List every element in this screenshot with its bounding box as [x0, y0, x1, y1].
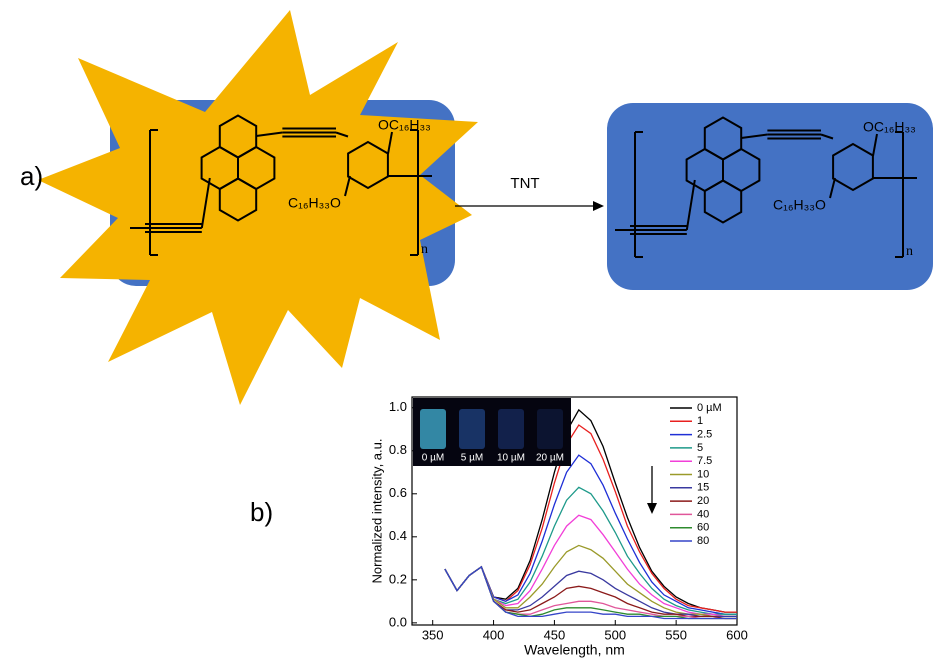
legend-label: 60: [697, 522, 709, 534]
legend-label: 7.5: [697, 455, 712, 467]
y-tick-label: 0.4: [389, 528, 407, 543]
substituent: OC₁₆H₃₃: [378, 117, 431, 133]
arrow-head: [593, 201, 604, 211]
inset-label: 10 µM: [497, 453, 525, 464]
arrow-label: TNT: [510, 175, 539, 192]
figure: OC₁₆H₃₃ C₁₆H₃₃O n OC₁₆H₃₃ C₁₆H₃₃O n a) TNT b…: [0, 0, 937, 660]
x-tick-label: 400: [483, 627, 505, 642]
panel-label: b): [250, 497, 273, 527]
legend-label: 80: [697, 535, 709, 547]
y-axis-label: Normalized intensity, a.u.: [369, 439, 384, 584]
vial: [420, 409, 446, 449]
inset-label: 20 µM: [536, 453, 564, 464]
substituent: C₁₆H₃₃O: [773, 197, 826, 213]
y-tick-label: 0.0: [389, 614, 407, 629]
x-tick-label: 550: [665, 627, 687, 642]
x-tick-label: 500: [604, 627, 626, 642]
vial: [459, 409, 485, 449]
panel-label: a): [20, 161, 43, 191]
legend-label: 40: [697, 508, 709, 520]
legend-label: 2.5: [697, 429, 712, 441]
substituent: OC₁₆H₃₃: [863, 119, 916, 135]
legend-label: 0 µM: [697, 402, 722, 414]
vial: [537, 409, 563, 449]
repeat-unit: n: [421, 242, 428, 257]
x-tick-label: 600: [726, 627, 748, 642]
x-axis-label: Wavelength, nm: [524, 642, 625, 658]
vial: [498, 409, 524, 449]
legend-label: 15: [697, 482, 709, 494]
y-tick-label: 0.6: [389, 485, 407, 500]
x-tick-label: 350: [422, 627, 444, 642]
legend-label: 10: [697, 468, 709, 480]
legend-label: 5: [697, 442, 703, 454]
y-tick-label: 0.2: [389, 571, 407, 586]
inset-label: 5 µM: [461, 453, 483, 464]
substituent: C₁₆H₃₃O: [288, 195, 341, 211]
legend-label: 20: [697, 495, 709, 507]
repeat-unit: n: [906, 244, 913, 259]
x-tick-label: 450: [544, 627, 566, 642]
legend-label: 1: [697, 415, 703, 427]
y-tick-label: 1.0: [389, 399, 407, 414]
fluorescence-burst: [38, 10, 478, 405]
y-tick-label: 0.8: [389, 442, 407, 457]
chart: 0.0 0.2 0.4 0.6 0.8 1.0 350 400 450 500 550 600 Wave…: [369, 397, 747, 658]
inset-label: 0 µM: [422, 453, 444, 464]
